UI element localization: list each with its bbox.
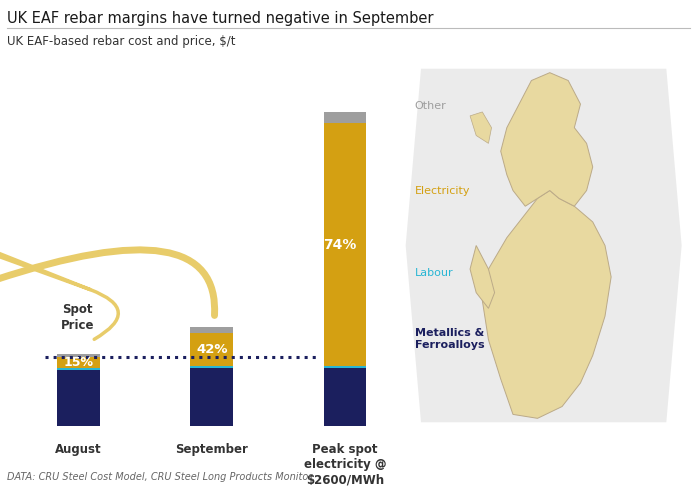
Bar <box>323 368 366 427</box>
Text: Other: Other <box>415 101 447 110</box>
Bar <box>323 366 366 368</box>
Polygon shape <box>482 191 611 418</box>
Text: 15%: 15% <box>63 356 93 369</box>
Polygon shape <box>470 112 491 143</box>
Bar <box>190 368 233 427</box>
Text: UK EAF rebar margins have turned negative in September: UK EAF rebar margins have turned negativ… <box>7 11 434 26</box>
Bar <box>57 357 100 368</box>
Text: Metallics &
Ferroalloys: Metallics & Ferroalloys <box>415 328 484 350</box>
Text: Spot
Price: Spot Price <box>61 303 94 332</box>
Bar <box>57 370 100 427</box>
Bar <box>323 123 366 366</box>
Polygon shape <box>470 246 495 308</box>
Bar <box>57 368 100 370</box>
Bar <box>57 354 100 357</box>
Polygon shape <box>406 69 682 422</box>
Text: 42%: 42% <box>196 343 227 356</box>
Polygon shape <box>500 73 592 206</box>
Text: Electricity: Electricity <box>415 187 470 196</box>
Text: DATA: CRU Steel Cost Model, CRU Steel Long Products Monitor.: DATA: CRU Steel Cost Model, CRU Steel Lo… <box>7 472 314 482</box>
Bar <box>190 333 233 366</box>
Bar <box>190 366 233 368</box>
Bar <box>190 327 233 333</box>
Text: UK EAF-based rebar cost and price, $/t: UK EAF-based rebar cost and price, $/t <box>7 35 236 48</box>
Text: 74%: 74% <box>323 238 356 251</box>
Bar <box>323 112 366 123</box>
Text: Labour: Labour <box>415 268 453 277</box>
